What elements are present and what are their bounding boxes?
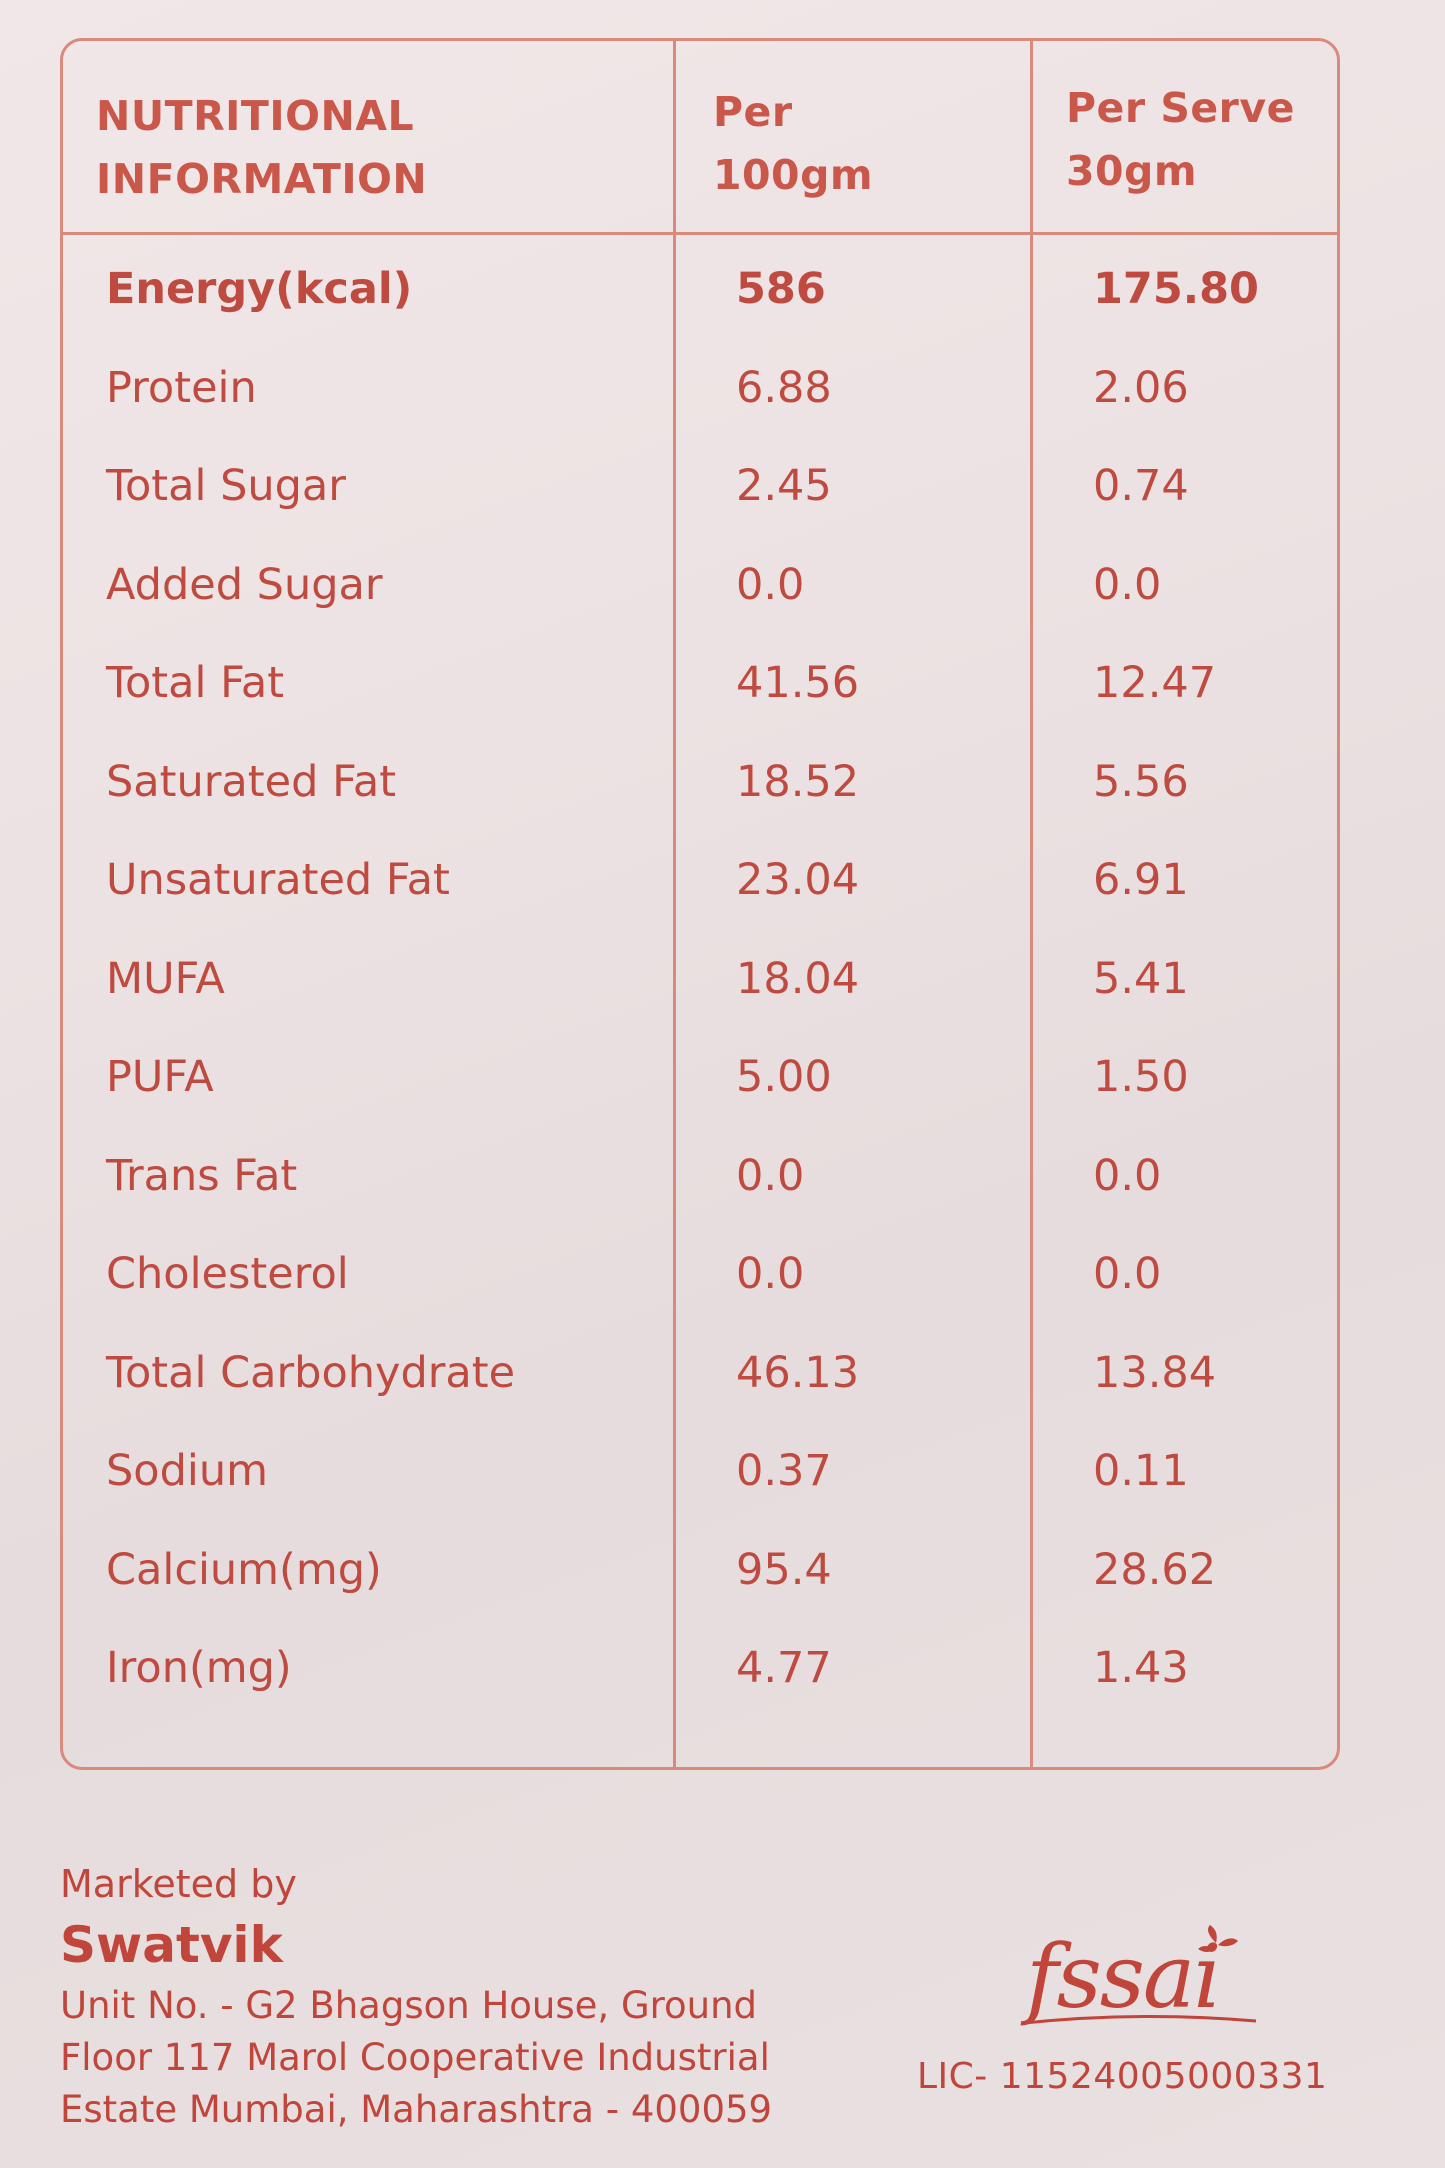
nutrition-table: NUTRITIONAL INFORMATION Per 100gm Per Se… [60,38,1340,1770]
value-per-serve: 0.0 [1093,1150,1162,1201]
column-divider [1030,41,1033,1767]
value-per-100: 0.37 [736,1446,832,1496]
value-per-100: 6.88 [736,362,832,413]
nutrient-name: PUFA [106,1052,214,1102]
fssai-logo-icon: fssai [1020,1925,1257,2028]
header-per-serve: Per Serve 30gm [1066,77,1295,203]
address-line: Estate Mumbai, Maharashtra - 400059 [60,2088,773,2131]
value-per-serve: 175.80 [1093,264,1259,314]
table-row: PUFA 5.00 1.50 [63,1035,1337,1134]
nutrient-name: Cholesterol [106,1249,349,1299]
nutrient-name: Total Fat [106,658,285,708]
fssai-logo-text: fssai [1020,1925,1220,2028]
value-per-100: 4.77 [736,1643,832,1693]
nutrient-name: Added Sugar [106,559,383,610]
address-line: Floor 117 Marol Cooperative Industrial [60,2036,770,2079]
nutrient-name: Saturated Fat [106,756,397,807]
value-per-100: 18.04 [736,953,860,1004]
value-per-100: 46.13 [736,1347,860,1398]
header-per-100-line1: Per [713,88,793,136]
header-per-100-line2: 100gm [713,151,874,199]
value-per-serve: 0.11 [1093,1446,1189,1496]
value-per-100: 41.56 [736,658,860,708]
value-per-100: 0.0 [736,1249,805,1299]
marketed-by-label: Marketed by [60,1862,297,1906]
table-row: Trans Fat 0.0 0.0 [63,1134,1337,1233]
value-per-serve: 28.62 [1093,1544,1217,1595]
nutrient-name: Trans Fat [106,1150,298,1201]
header-nutrient-line2: INFORMATION [96,155,428,203]
table-row: Added Sugar 0.0 0.0 [63,543,1337,642]
value-per-100: 0.0 [736,1150,805,1201]
table-row: Total Sugar 2.45 0.74 [63,444,1337,543]
nutrient-name: Protein [106,362,257,413]
table-row: Sodium 0.37 0.11 [63,1429,1337,1528]
value-per-serve: 1.50 [1093,1052,1189,1102]
table-row: Cholesterol 0.0 0.0 [63,1232,1337,1331]
value-per-100: 586 [736,264,826,314]
value-per-100: 2.45 [736,461,832,511]
nutrient-name: Iron(mg) [106,1643,292,1693]
value-per-100: 5.00 [736,1052,832,1102]
value-per-100: 0.0 [736,559,805,610]
table-row: Saturated Fat 18.52 5.56 [63,740,1337,839]
value-per-serve: 1.43 [1093,1643,1189,1693]
header-per-serve-line1: Per Serve [1066,84,1295,132]
nutrient-name: MUFA [106,953,225,1004]
value-per-100: 95.4 [736,1544,832,1595]
header-nutrient-line1: NUTRITIONAL [96,92,415,140]
value-per-serve: 2.06 [1093,362,1189,413]
nutrient-name: Energy(kcal) [106,264,413,314]
value-per-serve: 0.0 [1093,1249,1162,1299]
header-per-100: Per 100gm [713,81,873,207]
nutrient-name: Sodium [106,1446,268,1496]
marketer-info: Marketed by Swatvik Unit No. - G2 Bhagso… [60,1860,772,2136]
fssai-license-number: LIC- 11524005000331 [917,2056,1328,2097]
table-row: Total Fat 41.56 12.47 [63,641,1337,740]
header-nutrient: NUTRITIONAL INFORMATION [96,85,427,211]
value-per-serve: 6.91 [1093,855,1189,905]
value-per-100: 23.04 [736,855,860,905]
column-divider [673,41,676,1767]
value-per-100: 18.52 [736,756,860,807]
table-row: Calcium(mg) 95.4 28.62 [63,1528,1337,1627]
table-row: MUFA 18.04 5.41 [63,937,1337,1036]
table-body: Energy(kcal) 586 175.80 Protein 6.88 2.0… [63,247,1337,1725]
header-divider [63,232,1337,235]
table-row: Total Carbohydrate 46.13 13.84 [63,1331,1337,1430]
address-line: Unit No. - G2 Bhagson House, Ground [60,1984,758,2027]
nutrient-name: Calcium(mg) [106,1544,382,1595]
table-row: Energy(kcal) 586 175.80 [63,247,1337,346]
value-per-serve: 0.0 [1093,559,1162,610]
value-per-serve: 5.56 [1093,756,1189,807]
table-row: Unsaturated Fat 23.04 6.91 [63,838,1337,937]
nutrient-name: Total Sugar [106,461,346,511]
nutrient-name: Total Carbohydrate [106,1347,516,1398]
address: Unit No. - G2 Bhagson House, Ground Floo… [60,1980,772,2136]
table-row: Iron(mg) 4.77 1.43 [63,1626,1337,1725]
value-per-serve: 12.47 [1093,658,1217,708]
value-per-serve: 13.84 [1093,1347,1217,1398]
nutrient-name: Unsaturated Fat [106,855,450,905]
header-per-serve-line2: 30gm [1066,147,1198,195]
value-per-serve: 0.74 [1093,461,1189,511]
value-per-serve: 5.41 [1093,953,1189,1004]
brand-name: Swatvik [60,1916,283,1974]
table-row: Protein 6.88 2.06 [63,346,1337,445]
